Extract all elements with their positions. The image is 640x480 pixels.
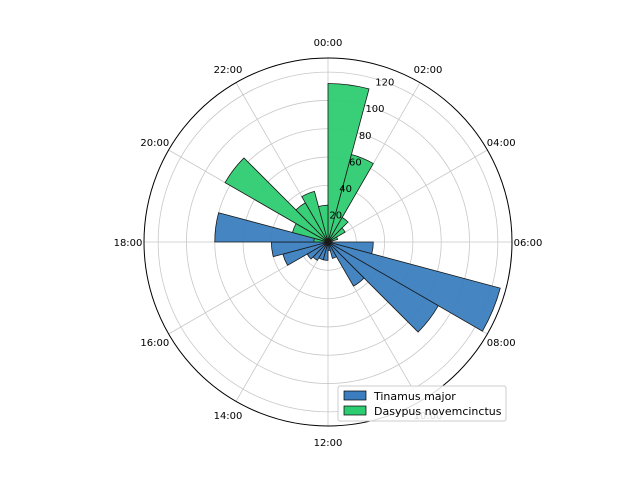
radial-tick-label-100: 100 [365,104,384,115]
angular-grid-line [327,149,488,243]
legend-label-tinamus: Tinamus major [373,390,456,403]
legend: Tinamus major Dasypus novemcinctus [337,385,507,422]
radial-tick-label-60: 60 [349,157,362,168]
legend-swatch-dasypus [343,405,367,416]
angle-tick-label-06:00: 06:00 [514,238,543,249]
legend-swatch-tinamus [343,390,367,401]
bar-tinamus-08:00 [327,241,439,333]
polar-frame [143,57,513,427]
bar-tinamus-10:00 [327,241,338,259]
legend-label-dasypus: Dasypus novemcinctus [374,405,502,418]
bar-dasypus-02:00 [327,216,349,243]
angular-grid-line [235,241,329,402]
angle-tick-label-14:00: 14:00 [214,411,243,422]
angle-tick-label-00:00: 00:00 [314,38,343,49]
bar-dasypus-20:00 [224,157,329,243]
bar-tinamus-09:00 [327,241,365,287]
angle-tick-label-20:00: 20:00 [140,138,169,149]
bars [214,83,501,333]
radial-tick-label-40: 40 [339,184,352,195]
bar-tinamus-07:00 [327,241,501,332]
bar-dasypus-05:00 [327,240,333,243]
angle-tick-label-04:00: 04:00 [487,138,516,149]
radial-tick-label-20: 20 [329,210,342,221]
radial-tick-label-120: 120 [375,78,394,89]
bar-dasypus-22:00 [301,190,329,243]
bar-dasypus-23:00 [317,204,329,243]
angle-tick-label-12:00: 12:00 [314,438,343,449]
radial-tick-labels: 20 40 60 80 100 120 [329,78,394,222]
bar-dasypus-01:00 [327,154,374,243]
bar-dasypus-03:00 [327,227,346,243]
angle-tick-label-18:00: 18:00 [114,238,143,249]
radial-tick-label-80: 80 [359,131,372,142]
legend-frame [337,385,507,422]
angle-tick-label-08:00: 08:00 [487,338,516,349]
bar-dasypus-04:00 [327,236,339,243]
angle-tick-label-22:00: 22:00 [214,65,243,76]
angle-tick-label-02:00: 02:00 [414,65,443,76]
angle-tick-label-16:00: 16:00 [140,338,169,349]
